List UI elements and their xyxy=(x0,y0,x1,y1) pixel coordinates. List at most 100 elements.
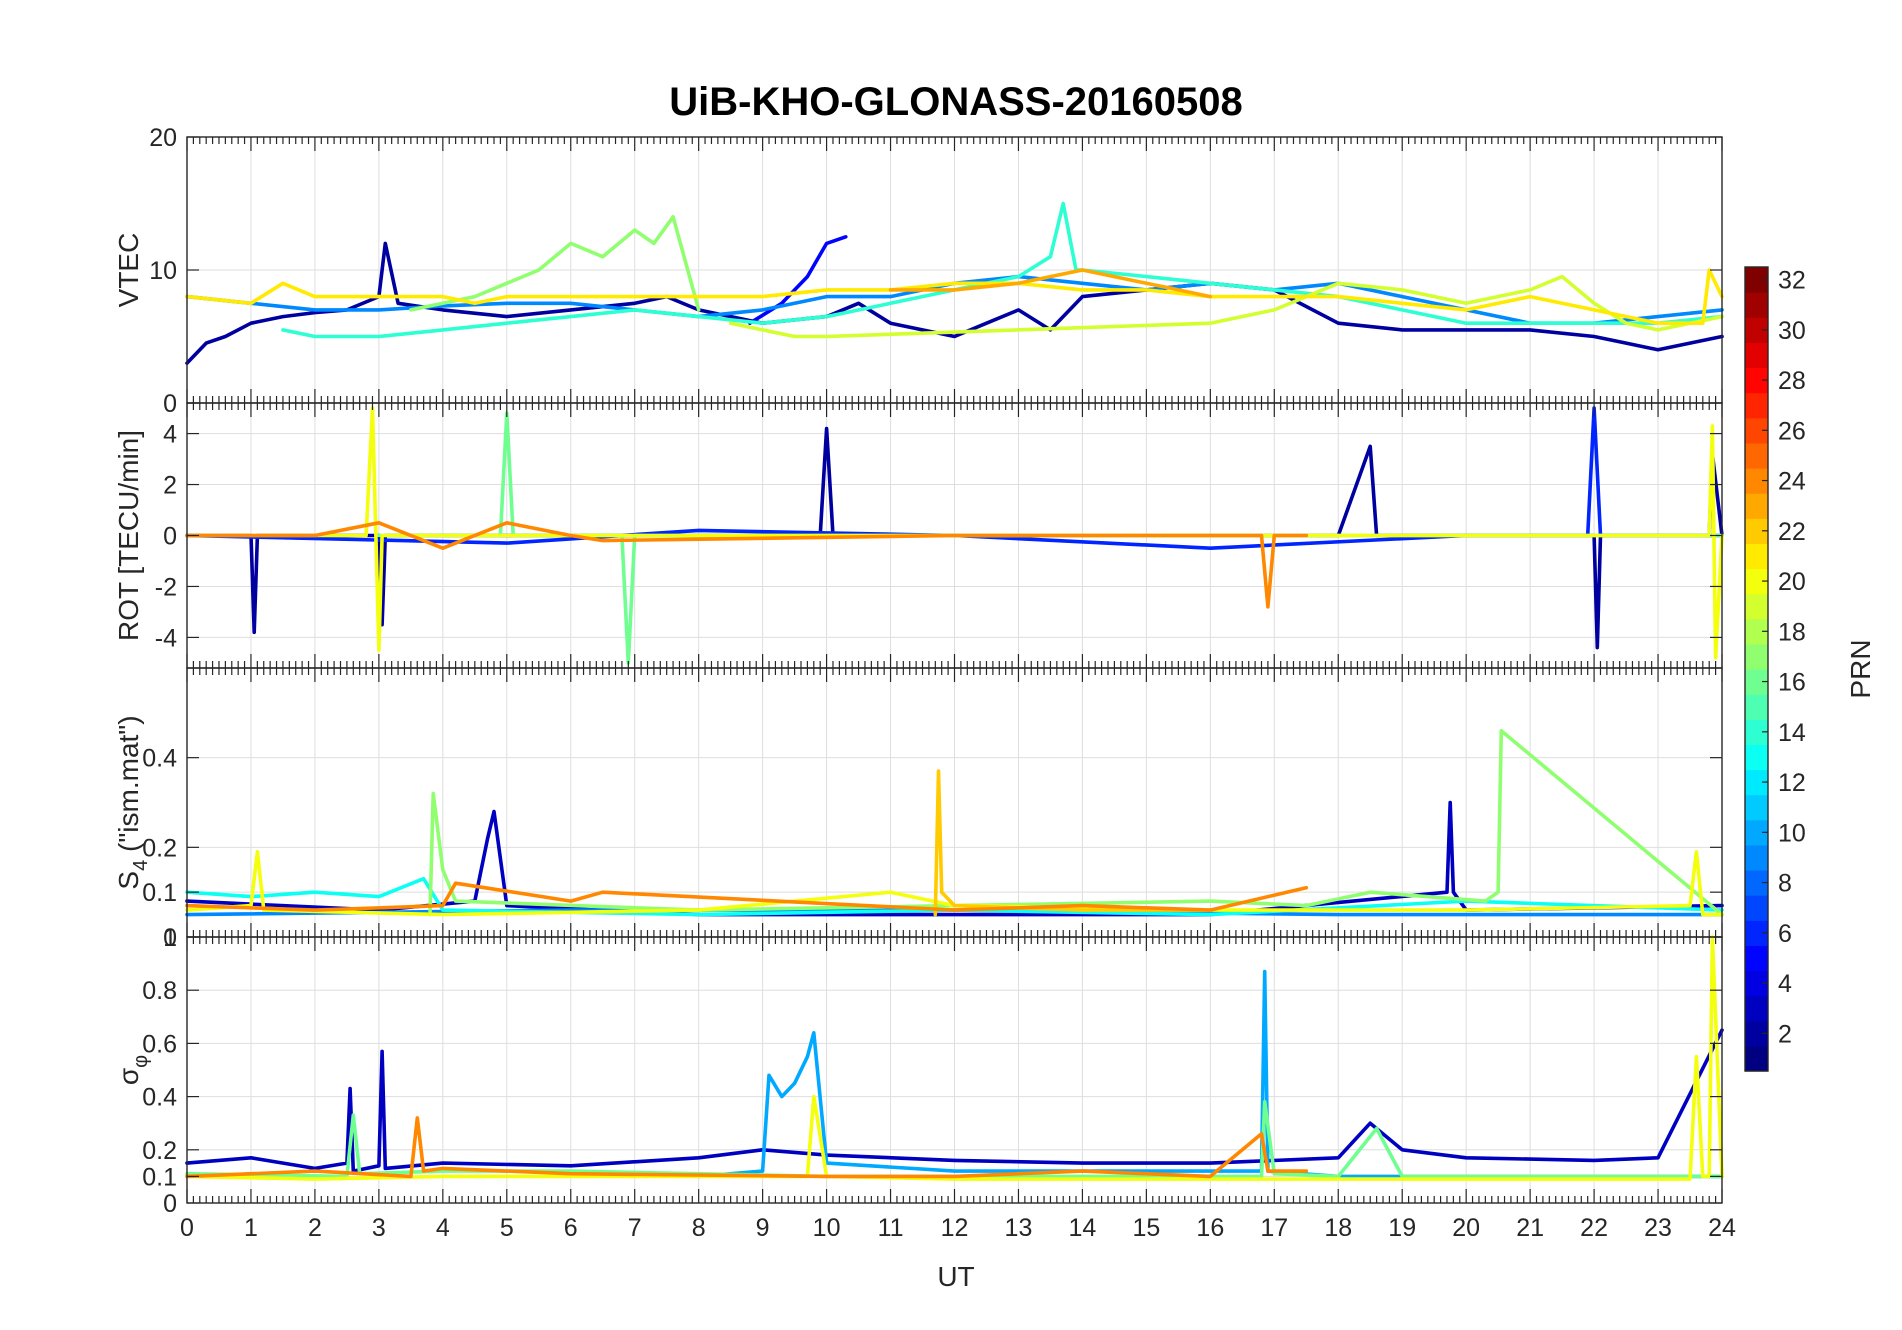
y-tick-label: 0.1 xyxy=(142,879,177,907)
y-tick-label: -2 xyxy=(155,573,177,601)
x-tick-label: 24 xyxy=(1708,1214,1736,1242)
colorbar-swatch xyxy=(1745,342,1768,369)
colorbar-swatch xyxy=(1745,945,1768,972)
series-group-s4 xyxy=(185,728,1724,917)
y-tick-label: 0.8 xyxy=(142,977,177,1005)
y-axis-label-rot: ROT [TECU/min] xyxy=(113,430,144,641)
colorbar-tick-label: 32 xyxy=(1778,267,1806,295)
y-tick-label: 0.4 xyxy=(142,745,177,773)
y-axis-label-vtec: VTEC xyxy=(113,233,144,308)
series-group-sigma xyxy=(185,935,1724,1181)
x-tick-label: 5 xyxy=(500,1214,514,1242)
x-tick-label: 11 xyxy=(878,1214,904,1242)
x-tick-label: 23 xyxy=(1644,1214,1672,1242)
colorbar-tick-label: 28 xyxy=(1778,367,1806,395)
y-tick-label: 2 xyxy=(163,472,177,500)
y-tick-label: 4 xyxy=(163,421,177,449)
colorbar-swatch xyxy=(1745,468,1768,494)
series-line-prn-3 xyxy=(185,800,1724,917)
x-tick-label: 6 xyxy=(564,1214,578,1242)
colorbar-tick-label: 6 xyxy=(1778,920,1792,948)
series-line-prn-17 xyxy=(428,728,1724,917)
series-line-prn-24 xyxy=(185,520,1309,609)
colorbar-swatch xyxy=(1745,392,1768,419)
colorbar-swatch xyxy=(1745,593,1768,620)
series-line-prn-3 xyxy=(185,1028,1724,1173)
panel-vtec: 0 10 20 VTEC xyxy=(113,124,1724,418)
y-ticks-rot: -4 -2 0 2 4 xyxy=(155,421,1722,652)
series-line-prn-20 xyxy=(185,406,1724,660)
colorbar-swatch xyxy=(1745,719,1768,745)
colorbar-tick-label: 4 xyxy=(1778,970,1792,998)
colorbar-swatch xyxy=(1745,744,1768,771)
x-tick-label: 0 xyxy=(180,1214,194,1242)
y-tick-label: 0.6 xyxy=(142,1030,177,1058)
x-tick-label: 7 xyxy=(628,1214,642,1242)
colorbar-swatch xyxy=(1745,292,1768,318)
colorbar-swatch xyxy=(1745,442,1768,469)
colorbar-tick-label: 26 xyxy=(1778,417,1806,445)
x-tick-label: 9 xyxy=(756,1214,770,1242)
colorbar-swatch xyxy=(1745,317,1768,343)
x-ticks-vtec xyxy=(186,137,1723,403)
colorbar-tick-label: 22 xyxy=(1778,518,1806,546)
colorbar-tick-label: 30 xyxy=(1778,317,1806,345)
y-axis-label-sigma: σφ xyxy=(113,1055,152,1085)
colorbar-swatch xyxy=(1745,970,1768,997)
series-line-prn-20 xyxy=(185,935,1724,1181)
series-line-prn-22 xyxy=(933,769,1213,917)
series-line-prn-19 xyxy=(728,274,1724,339)
y-tick-label: 0.2 xyxy=(142,1137,177,1165)
x-tick-label: 2 xyxy=(308,1214,322,1242)
x-tick-label: 15 xyxy=(1132,1214,1160,1242)
chart-title: UiB-KHO-GLONASS-20160508 xyxy=(669,80,1243,124)
series-group-vtec xyxy=(185,201,1724,365)
x-tick-label: 14 xyxy=(1069,1214,1097,1242)
x-tick-label: 22 xyxy=(1580,1214,1608,1242)
colorbar-tick-label: 24 xyxy=(1778,468,1806,496)
grid-vtec xyxy=(186,136,1723,404)
x-tick-label: 13 xyxy=(1005,1214,1033,1242)
colorbar-swatch xyxy=(1745,669,1768,695)
colorbar-label: PRN xyxy=(1845,639,1876,698)
y-tick-label: 1 xyxy=(163,924,177,952)
colorbar-swatch xyxy=(1745,518,1768,544)
colorbar-tick-label: 16 xyxy=(1778,669,1806,697)
series-line-prn-14 xyxy=(281,201,1724,339)
x-tick-label: 12 xyxy=(941,1214,969,1242)
y-ticks-sigma: 00.10.20.40.60.81 xyxy=(142,924,1722,1218)
x-axis-label: UT xyxy=(937,1261,974,1292)
colorbar-tick-label: 8 xyxy=(1778,870,1792,898)
panel-s4: 0 0.1 0.2 0.4S4 ("ism.mat") xyxy=(113,667,1724,952)
colorbar-tick-label: 18 xyxy=(1778,618,1806,646)
colorbar-frame xyxy=(1744,266,1769,1072)
series-line-prn-2 xyxy=(185,241,1724,365)
x-tick-label: 21 xyxy=(1516,1214,1544,1242)
colorbar-swatch xyxy=(1745,870,1768,896)
colorbar-swatch xyxy=(1745,543,1768,570)
y-tick-label: 0 xyxy=(163,1190,177,1218)
colorbar-swatch xyxy=(1745,694,1768,720)
colorbar-swatch xyxy=(1745,568,1768,595)
colorbar-swatch xyxy=(1745,1020,1768,1047)
y-tick-label: 0.1 xyxy=(142,1163,177,1191)
y-tick-label: 0 xyxy=(163,924,177,952)
x-tick-label: 20 xyxy=(1452,1214,1480,1242)
colorbar-tick-label: 10 xyxy=(1778,819,1806,847)
y-ticks-s4: 0 0.1 0.2 0.4 xyxy=(142,745,1722,952)
colorbar-swatch xyxy=(1745,618,1768,645)
x-tick-label: 16 xyxy=(1196,1214,1224,1242)
y-tick-label: 10 xyxy=(149,257,177,285)
x-tick-label: 17 xyxy=(1260,1214,1288,1242)
colorbar-swatch xyxy=(1745,493,1768,519)
series-line-prn-17 xyxy=(409,215,701,312)
y-tick-label: 0.2 xyxy=(142,834,177,862)
x-tick-label: 8 xyxy=(692,1214,706,1242)
x-tick-label: 18 xyxy=(1324,1214,1352,1242)
y-tick-label: 0 xyxy=(163,523,177,551)
colorbar-tick-label: 20 xyxy=(1778,568,1806,596)
